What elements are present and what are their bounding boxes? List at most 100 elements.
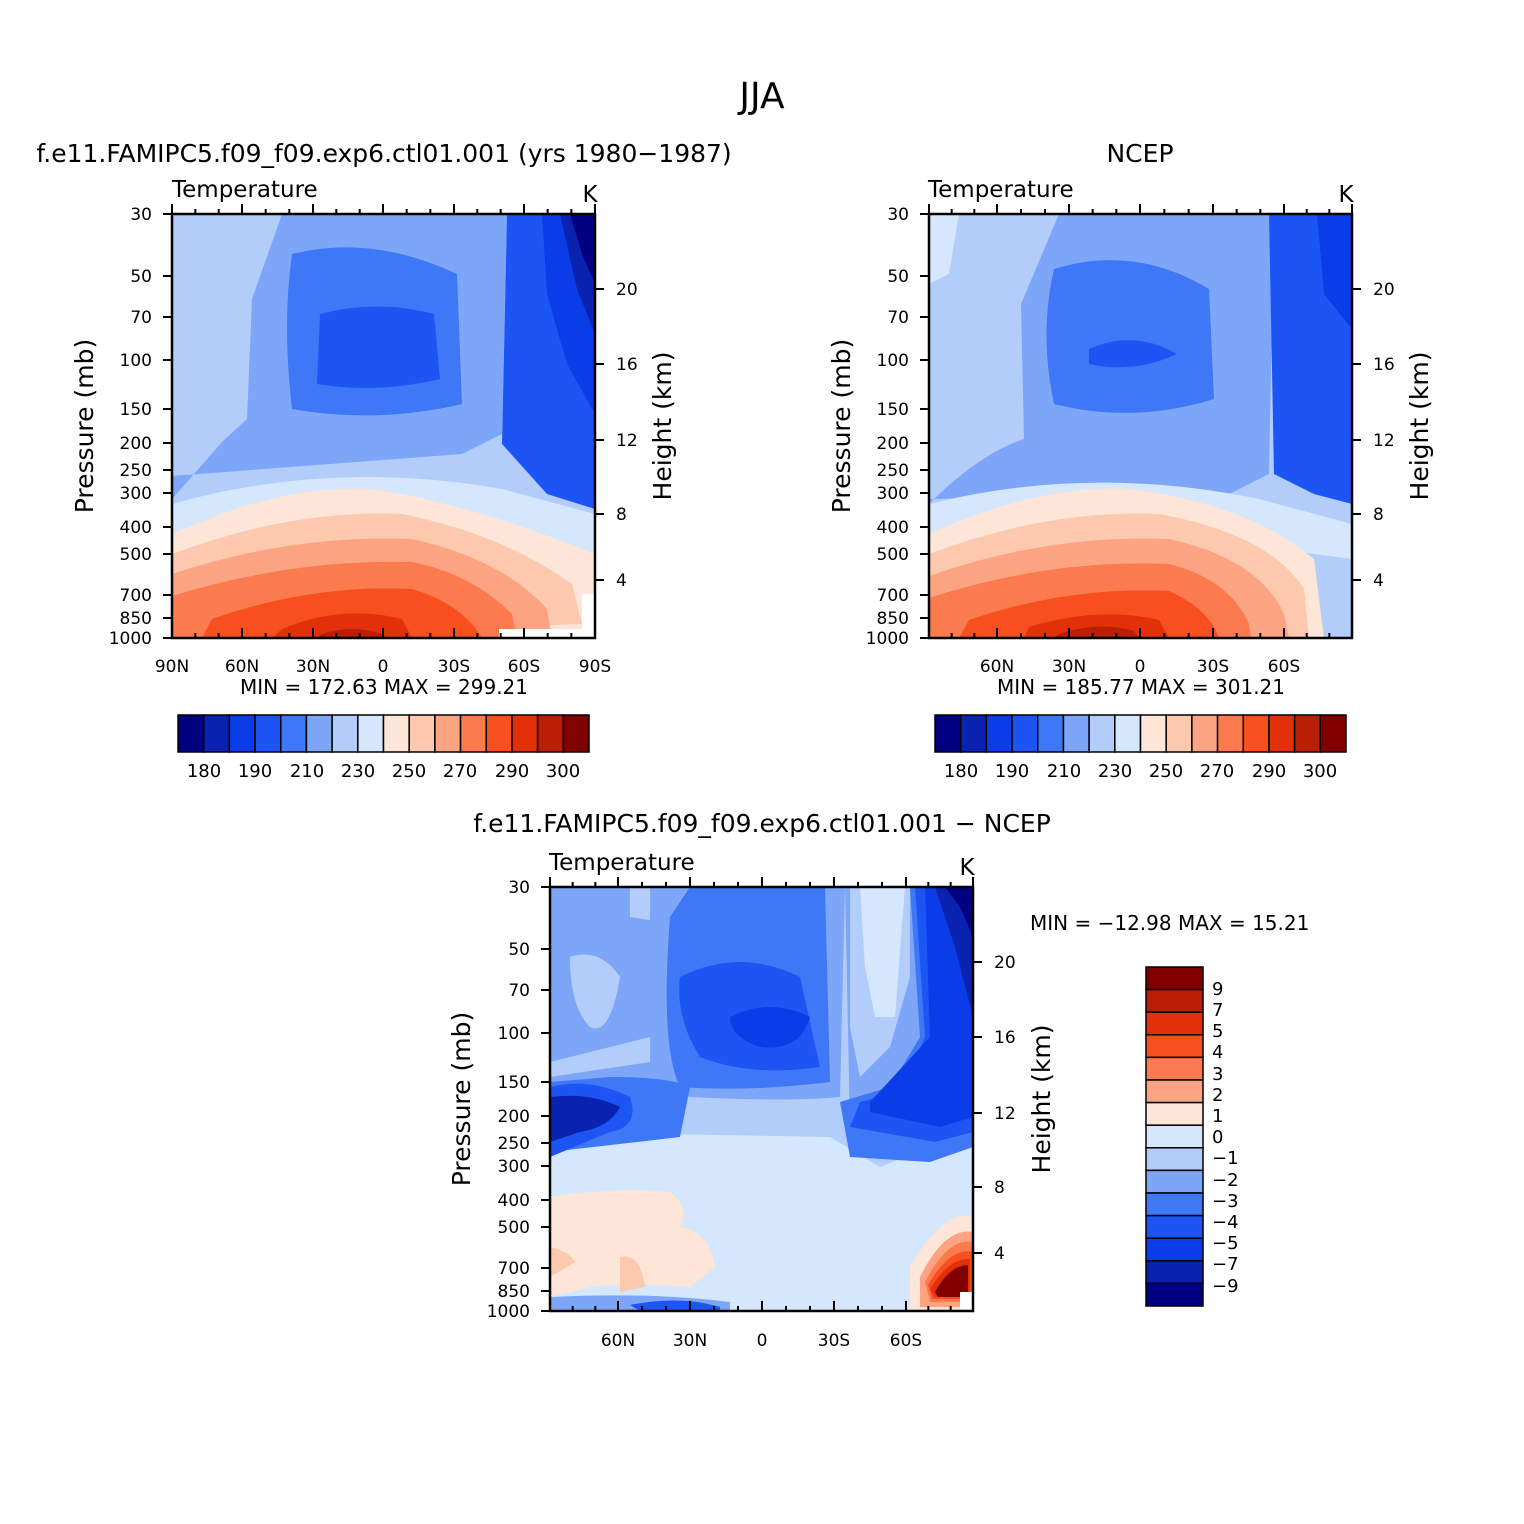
colorbar-swatch bbox=[985, 714, 1013, 753]
colorbar-swatch bbox=[1145, 1214, 1204, 1239]
y-tick: 200 bbox=[498, 1107, 530, 1127]
panel-ncep-colorbar bbox=[934, 714, 1347, 753]
y-tick: 200 bbox=[120, 434, 152, 454]
panel-diff-plot bbox=[541, 877, 982, 1313]
y-tick: 1000 bbox=[487, 1302, 530, 1322]
colorbar-swatch bbox=[434, 714, 462, 753]
x-tick: 60N bbox=[225, 657, 259, 677]
colorbar-swatch bbox=[1037, 714, 1065, 753]
colorbar-swatch bbox=[1062, 714, 1090, 753]
colorbar-label: −2 bbox=[1212, 1170, 1239, 1191]
y-tick: 70 bbox=[130, 308, 152, 328]
colorbar-swatch bbox=[1011, 714, 1039, 753]
colorbar-swatch bbox=[1191, 714, 1219, 753]
panel-model-title: f.e11.FAMIPC5.f09_f09.exp6.ctl01.001 (yr… bbox=[36, 139, 731, 168]
y2-tick: 20 bbox=[1373, 280, 1395, 300]
y-tick: 400 bbox=[498, 1191, 530, 1211]
y-tick: 300 bbox=[498, 1157, 530, 1177]
y-tick: 700 bbox=[877, 586, 909, 606]
colorbar-swatch bbox=[1319, 714, 1347, 753]
panel-model-x-ticks: 90N 60N 30N 0 30S 60S 90S bbox=[155, 657, 611, 677]
y-tick: 500 bbox=[877, 545, 909, 565]
y-tick: 850 bbox=[498, 1282, 530, 1302]
colorbar-swatch bbox=[536, 714, 565, 753]
panel-diff-colorbar-labels: 9 7 5 4 3 2 1 0 −1 −2 −3 −4 −5 −7 −9 bbox=[1212, 979, 1239, 1297]
y2-tick: 12 bbox=[1373, 431, 1395, 451]
y-axis-label: Pressure (mb) bbox=[70, 339, 99, 513]
y-tick: 250 bbox=[877, 461, 909, 481]
colorbar-swatch bbox=[1145, 1079, 1204, 1104]
colorbar-label: −7 bbox=[1212, 1254, 1239, 1275]
panel-ncep-variable: Temperature bbox=[927, 177, 1074, 203]
y-tick: 200 bbox=[877, 434, 909, 454]
panel-diff-x-ticks: 60N 30N 0 30S 60S bbox=[601, 1331, 922, 1351]
colorbar-swatch bbox=[1145, 1237, 1204, 1262]
x-tick: 30N bbox=[296, 657, 330, 677]
colorbar-swatch bbox=[1145, 1147, 1204, 1172]
panel-model-y2-ticks: 20 16 12 8 4 bbox=[616, 280, 638, 591]
panel-model-variable: Temperature bbox=[171, 177, 318, 203]
y-tick: 1000 bbox=[866, 629, 909, 649]
panel-model-plot bbox=[163, 204, 604, 640]
colorbar-label: 0 bbox=[1212, 1127, 1223, 1148]
y-axis-label: Pressure (mb) bbox=[447, 1012, 476, 1186]
y-tick: 250 bbox=[120, 461, 152, 481]
colorbar-swatch bbox=[1145, 1011, 1204, 1036]
colorbar-swatch bbox=[1145, 1101, 1204, 1126]
colorbar-label: 2 bbox=[1212, 1085, 1223, 1106]
x-tick: 90S bbox=[579, 657, 611, 677]
panel-diff-variable: Temperature bbox=[548, 850, 695, 876]
y2-tick: 8 bbox=[616, 505, 627, 525]
colorbar-label: 300 bbox=[546, 761, 580, 782]
colorbar-swatch bbox=[485, 714, 513, 753]
colorbar-swatch bbox=[1145, 988, 1204, 1013]
colorbar-label: 230 bbox=[341, 761, 375, 782]
y-tick: 150 bbox=[877, 400, 909, 420]
colorbar-label: 7 bbox=[1212, 1000, 1223, 1021]
panel-ncep-units: K bbox=[1338, 182, 1354, 208]
colorbar-swatch bbox=[1145, 1169, 1204, 1194]
colorbar-swatch bbox=[1145, 1124, 1204, 1149]
y-tick: 70 bbox=[508, 981, 530, 1001]
colorbar-swatch bbox=[228, 714, 256, 753]
x-tick: 60N bbox=[980, 657, 1014, 677]
colorbar-label: 300 bbox=[1303, 761, 1337, 782]
y2-tick: 8 bbox=[1373, 505, 1384, 525]
y2-tick: 16 bbox=[616, 355, 638, 375]
y-tick: 100 bbox=[498, 1024, 530, 1044]
colorbar-swatch bbox=[1145, 1282, 1204, 1307]
colorbar-swatch bbox=[305, 714, 333, 753]
colorbar-swatch bbox=[1293, 714, 1322, 753]
colorbar-swatch bbox=[1145, 1034, 1204, 1059]
colorbar-swatch bbox=[382, 714, 410, 753]
colorbar-label: −1 bbox=[1212, 1148, 1239, 1169]
colorbar-swatch bbox=[357, 714, 385, 753]
colorbar-label: −3 bbox=[1212, 1191, 1239, 1212]
min-max-label: MIN = 185.77 MAX = 301.21 bbox=[997, 675, 1285, 699]
colorbar-label: 290 bbox=[495, 761, 529, 782]
y-tick: 50 bbox=[887, 267, 909, 287]
panel-ncep-y2-ticks: 20 16 12 8 4 bbox=[1373, 280, 1395, 591]
colorbar-swatch bbox=[1268, 714, 1296, 753]
y-tick: 500 bbox=[498, 1218, 530, 1238]
y-tick: 700 bbox=[498, 1259, 530, 1279]
colorbar-label: 4 bbox=[1212, 1042, 1223, 1063]
y2-tick: 4 bbox=[994, 1244, 1005, 1264]
colorbar-label: 270 bbox=[443, 761, 477, 782]
x-tick: 30S bbox=[1197, 657, 1229, 677]
y2-axis-label: Height (km) bbox=[648, 352, 677, 501]
colorbar-swatch bbox=[934, 714, 962, 753]
colorbar-label: 1 bbox=[1212, 1106, 1223, 1127]
y-tick: 50 bbox=[508, 940, 530, 960]
colorbar-swatch bbox=[408, 714, 436, 753]
y2-axis-label: Height (km) bbox=[1027, 1025, 1056, 1174]
colorbar-swatch bbox=[1216, 714, 1244, 753]
y-tick: 500 bbox=[120, 545, 152, 565]
colorbar-label: 3 bbox=[1212, 1064, 1223, 1085]
y-tick: 850 bbox=[877, 609, 909, 629]
colorbar-label: 290 bbox=[1252, 761, 1286, 782]
colorbar-label: 180 bbox=[944, 761, 978, 782]
figure-title: JJA bbox=[737, 76, 785, 117]
y-tick: 30 bbox=[130, 205, 152, 225]
